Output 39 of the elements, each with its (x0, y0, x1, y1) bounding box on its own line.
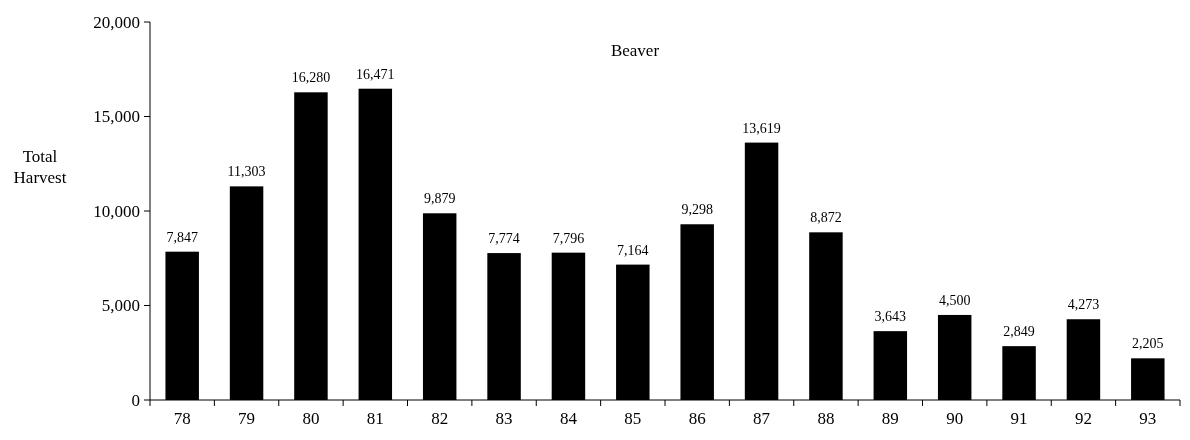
y-axis-title: Total Harvest (13, 147, 67, 188)
x-tick-label: 83 (495, 409, 513, 428)
x-tick-label: 81 (366, 409, 384, 428)
data-label: 13,619 (742, 120, 781, 136)
y-tick-label: 20,000 (93, 12, 140, 32)
y-tick-label: 15,000 (93, 107, 140, 127)
data-label: 7,774 (488, 231, 520, 247)
text: Beaver (610, 41, 660, 60)
data-label: 9,298 (681, 202, 713, 218)
data-label: 7,796 (552, 230, 585, 246)
x-tick-label: 91 (1010, 409, 1028, 428)
data-label: 16,280 (291, 70, 331, 86)
x-tick-label: 92 (1074, 409, 1092, 428)
data-label: 7,164 (617, 242, 649, 258)
data-label: 9,879 (423, 191, 456, 207)
data-label: 11,303 (227, 164, 266, 180)
data-label: 8,872 (810, 210, 842, 226)
data-label: 7,847 (166, 229, 198, 245)
y-tick-label: 0 (131, 390, 140, 410)
data-label: 2,205 (1132, 336, 1164, 352)
data-label: 2,849 (1003, 324, 1035, 340)
x-tick-label: 87 (753, 409, 771, 428)
data-label: 3,643 (874, 309, 907, 325)
data-label: 4,273 (1067, 297, 1100, 313)
x-tick-label: 85 (624, 409, 642, 428)
x-tick-label: 80 (302, 409, 320, 428)
y-tick-label: 5,000 (101, 296, 140, 316)
data-label: 16,471 (356, 66, 395, 82)
x-tick-label: 93 (1139, 409, 1157, 428)
x-tick-label: 90 (946, 409, 964, 428)
x-tick-label: 78 (173, 409, 191, 428)
y-tick-label: 10,000 (93, 201, 140, 221)
x-tick-label: 84 (559, 409, 578, 428)
x-tick-label: 89 (881, 409, 899, 428)
data-label: 4,500 (938, 292, 971, 308)
x-tick-label: 79 (238, 409, 256, 428)
x-tick-label: 86 (688, 409, 706, 428)
x-tick-label: 88 (817, 409, 835, 428)
x-tick-label: 82 (431, 409, 449, 428)
